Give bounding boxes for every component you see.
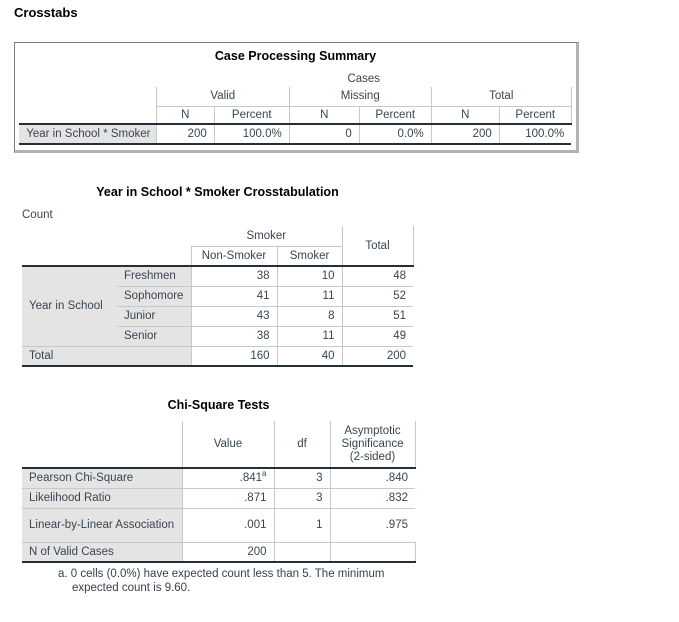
chi-square-table-grid: Value df Asymptotic Significance (2-side… <box>22 421 416 563</box>
row-group-label: Year in School <box>22 266 117 346</box>
footnote-marker: a. <box>58 568 68 580</box>
table-cell: .975 <box>329 508 415 543</box>
stub-header-empty <box>22 421 182 469</box>
col-header-total: Total <box>341 226 414 267</box>
crosstab-table-grid: Smoker Total Non-Smoker Smoker Year in S… <box>22 226 414 367</box>
table-row: Senior 38 11 49 <box>22 326 413 346</box>
row-label: Junior <box>117 306 191 327</box>
footnote-marker-superscript: a <box>262 469 267 479</box>
stub-header-empty <box>22 226 191 267</box>
table-title: Case Processing Summary <box>214 49 377 63</box>
crosstabulation-table[interactable]: Year in School * Smoker Crosstabulation … <box>22 185 414 367</box>
table-row-total: Total 160 40 200 <box>22 345 413 367</box>
table-cell: 1 <box>273 508 330 543</box>
spanner-smoker: Smoker <box>191 226 342 247</box>
footnote-text: 0 cells (0.0%) have expected count less … <box>70 568 385 594</box>
case-processing-table-grid: Cases Valid Missing Total N Percent N Pe… <box>19 70 572 145</box>
spanner-cases: Cases <box>347 72 381 85</box>
table-row: Likelihood Ratio .871 3 .832 <box>22 488 415 509</box>
col-header-smoker: Smoker <box>276 246 342 267</box>
table-row: Year in School * Smoker 200 100.0% 0 0.0… <box>19 124 572 145</box>
table-cell: 41 <box>190 286 277 307</box>
table-cell: .840 <box>329 468 415 489</box>
col-header-asymptotic-significance: Asymptotic Significance (2-sided) <box>329 421 416 469</box>
table-cell <box>273 542 330 563</box>
table-row: Junior 43 8 51 <box>22 306 413 327</box>
col-header-percent: Percent <box>213 106 290 125</box>
table-cell: .871 <box>181 488 274 509</box>
table-cell: 200 <box>181 542 274 563</box>
table-cell: .832 <box>329 488 415 509</box>
row-label: Sophomore <box>117 286 191 307</box>
table-title: Chi-Square Tests <box>167 398 270 412</box>
table-cell: 3 <box>273 488 330 509</box>
col-header-n: N <box>430 106 500 125</box>
table-cell: 200 <box>341 345 413 367</box>
col-header-percent: Percent <box>358 106 432 125</box>
col-header-non-smoker: Non-Smoker <box>190 246 277 267</box>
table-cell: 10 <box>276 266 342 287</box>
table-cell: 3 <box>273 468 330 489</box>
col-header-percent: Percent <box>498 106 572 125</box>
table-row: Pearson Chi-Square .841a 3 .840 <box>22 468 415 489</box>
row-label: Senior <box>117 326 191 346</box>
table-cell <box>329 542 416 563</box>
col-header-df: df <box>273 421 330 469</box>
row-label: N of Valid Cases <box>22 542 182 563</box>
table-cell: 0 <box>288 124 360 145</box>
row-label: Year in School * Smoker <box>19 124 157 145</box>
stub-header-empty <box>19 70 157 125</box>
row-label: Linear-by-Linear Association <box>22 508 182 543</box>
table-row: Year in School Freshmen 38 10 48 <box>22 266 413 346</box>
row-label: Likelihood Ratio <box>22 488 182 509</box>
table-cell: 51 <box>341 306 413 327</box>
count-label: Count <box>22 209 53 221</box>
table-cell: 40 <box>276 345 342 367</box>
chi-square-tests-table[interactable]: Chi-Square Tests Value df Asymptotic Sig… <box>22 398 416 595</box>
table-cell: 160 <box>190 345 277 367</box>
table-cell: 100.0% <box>498 124 572 145</box>
table-row: N of Valid Cases 200 <box>22 542 416 563</box>
group-header-missing: Missing <box>288 87 432 107</box>
group-header-total: Total <box>430 87 572 107</box>
table-cell: 11 <box>276 286 342 307</box>
statistic-value: .841 <box>239 472 263 485</box>
table-cell: 200 <box>430 124 500 145</box>
col-header-value: Value <box>181 421 274 469</box>
table-cell: 38 <box>190 266 277 287</box>
row-label: Pearson Chi-Square <box>22 468 182 489</box>
table-row: Sophomore 41 11 52 <box>22 286 413 307</box>
output-heading-crosstabs: Crosstabs <box>14 5 78 20</box>
col-header-n: N <box>288 106 360 125</box>
table-cell: 38 <box>190 326 277 346</box>
table-cell: 8 <box>276 306 342 327</box>
table-cell: .001 <box>181 508 274 543</box>
table-cell: .841a <box>181 468 274 489</box>
case-processing-summary-table[interactable]: Case Processing Summary Cases Valid Miss… <box>14 42 579 153</box>
table-cell: 43 <box>190 306 277 327</box>
col-header-n: N <box>155 106 215 125</box>
table-cell: 0.0% <box>358 124 432 145</box>
row-label-total: Total <box>22 345 191 367</box>
table-cell: 11 <box>276 326 342 346</box>
table-title: Year in School * Smoker Crosstabulation <box>96 185 339 199</box>
table-row: Linear-by-Linear Association .001 1 .975 <box>22 508 415 543</box>
table-cell: 52 <box>341 286 413 307</box>
table-footnote: a. 0 cells (0.0%) have expected count le… <box>58 568 408 595</box>
group-header-valid: Valid <box>155 87 290 107</box>
row-label: Freshmen <box>117 266 191 287</box>
table-cell: 200 <box>155 124 215 145</box>
table-cell: 100.0% <box>213 124 290 145</box>
table-cell: 48 <box>341 266 413 287</box>
table-cell: 49 <box>341 326 413 346</box>
